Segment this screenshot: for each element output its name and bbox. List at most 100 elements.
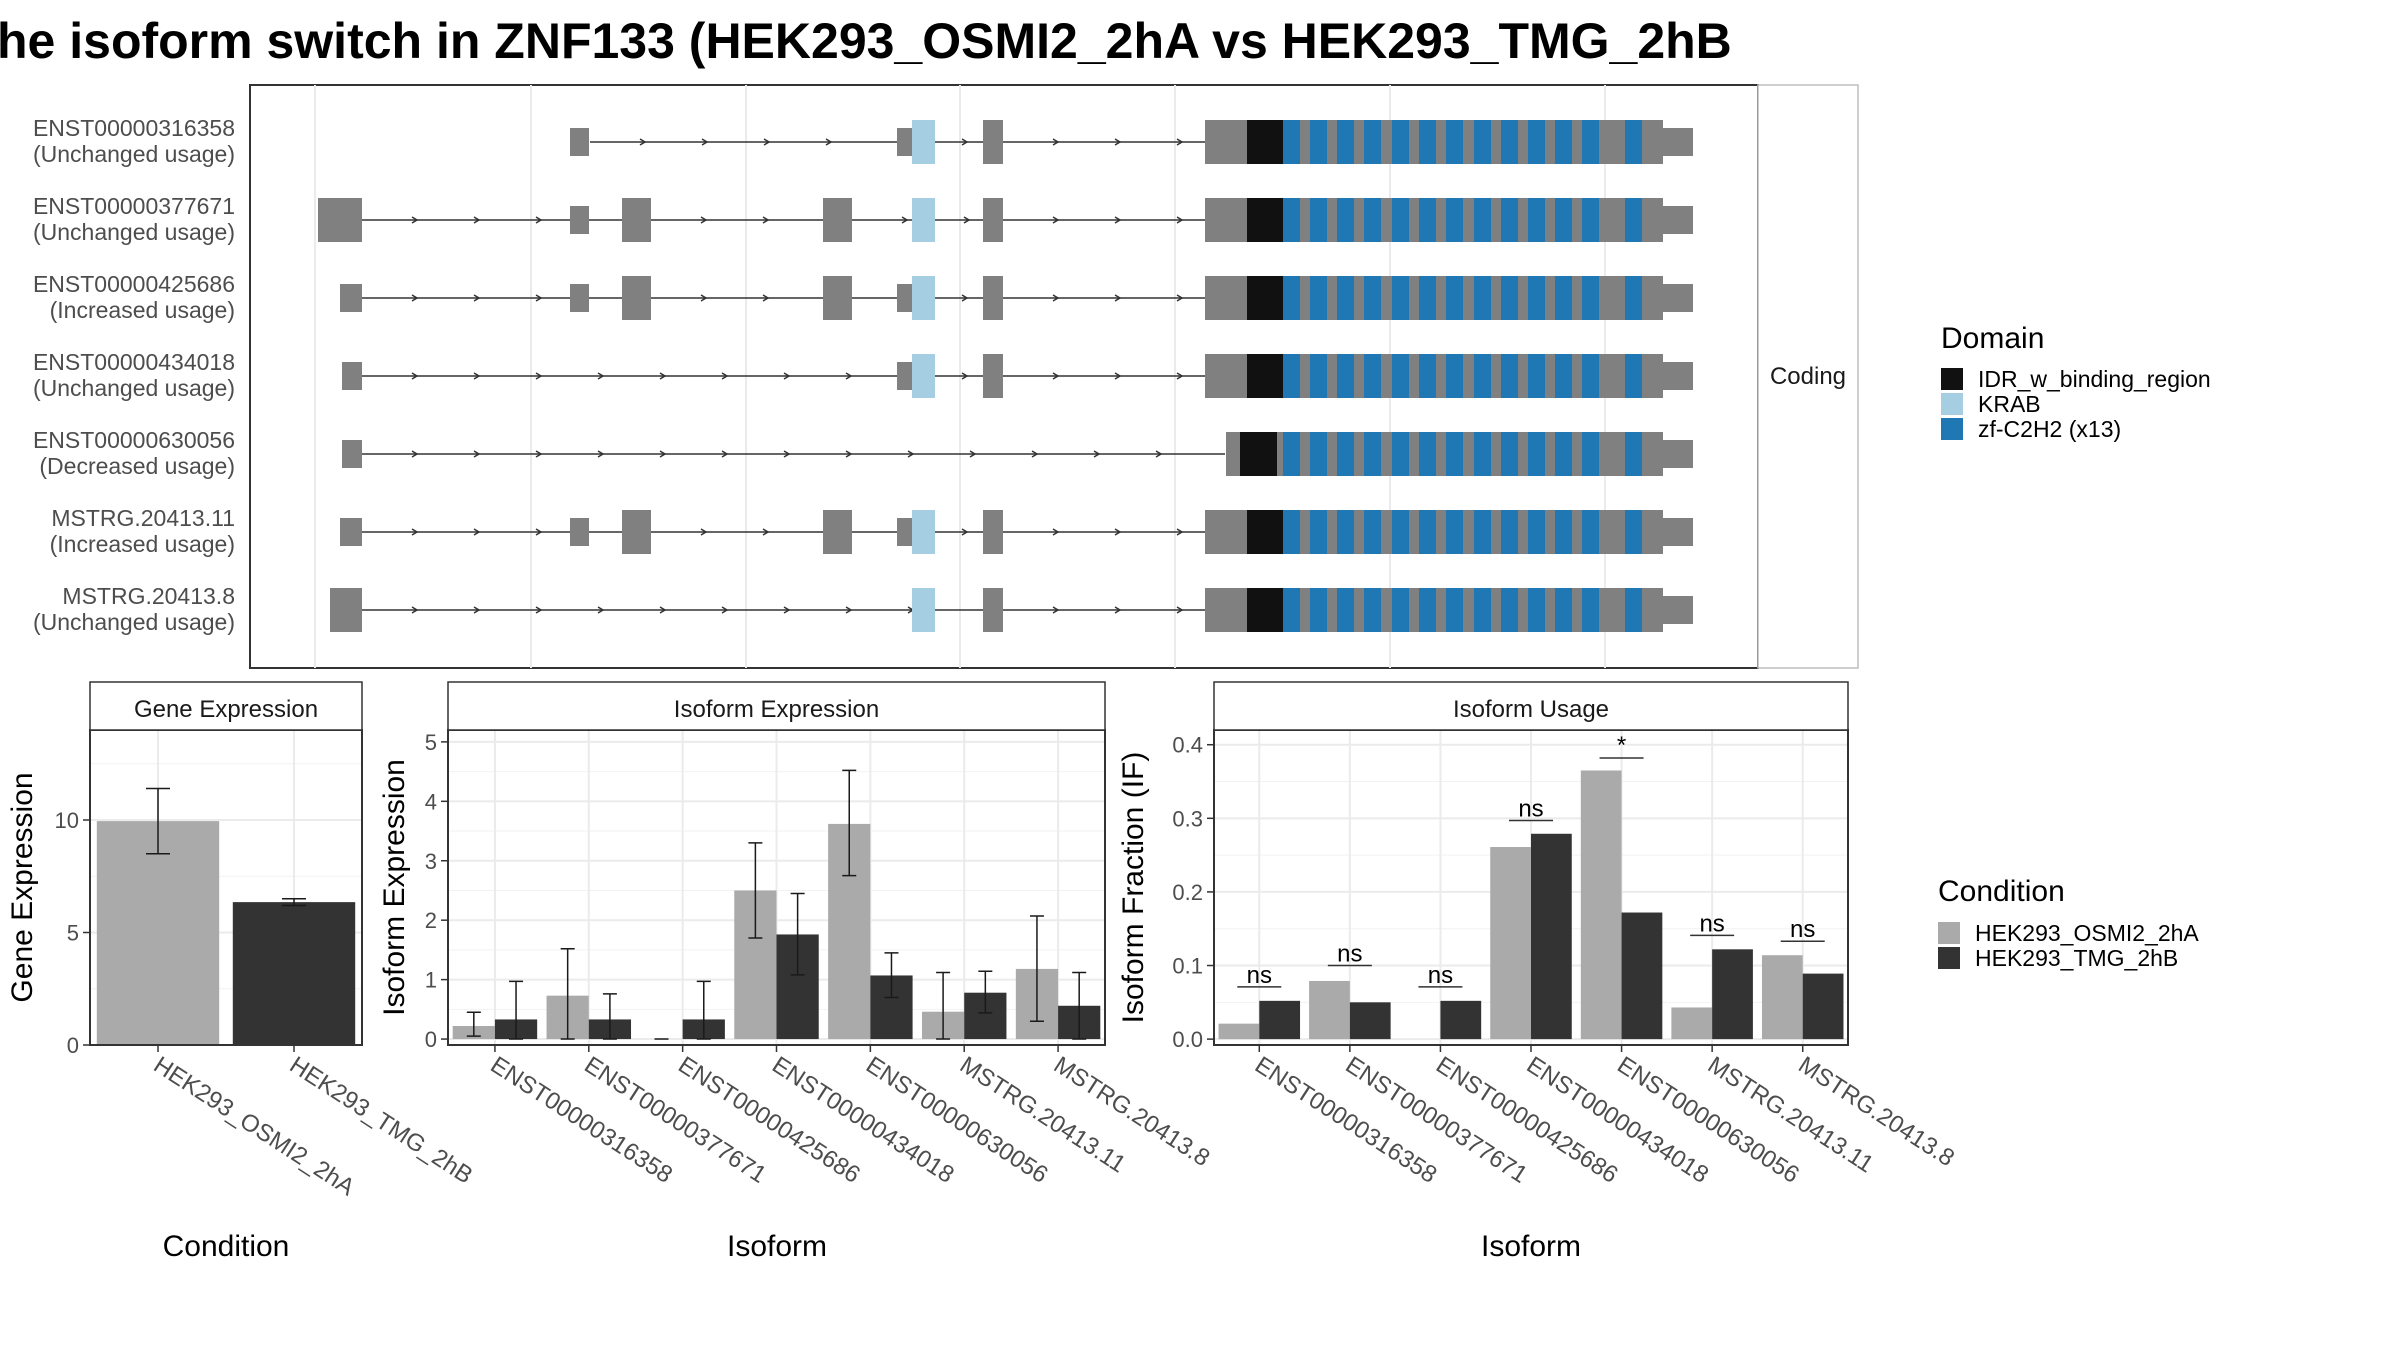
bar xyxy=(1490,847,1531,1040)
error-bar xyxy=(842,769,857,877)
significance-label: ns xyxy=(1790,916,1815,943)
zf-c2h2-domain xyxy=(1392,120,1409,164)
idr-domain xyxy=(1247,120,1284,164)
strand-arrow xyxy=(411,372,419,380)
significance-label: ns xyxy=(1699,910,1724,937)
strand-arrow xyxy=(411,450,419,458)
error-bar xyxy=(1072,971,1087,1040)
zf-c2h2-domain xyxy=(1310,588,1327,632)
strand-arrow xyxy=(597,450,605,458)
strand-arrow xyxy=(762,216,770,224)
zf-c2h2-domain xyxy=(1474,198,1491,242)
error-bar xyxy=(146,787,170,855)
strand-arrow xyxy=(845,606,853,614)
significance-label: ns xyxy=(1337,941,1362,968)
exon xyxy=(983,198,1003,242)
strand-arrow xyxy=(1052,294,1060,302)
zf-c2h2-domain xyxy=(1625,276,1642,320)
zf-c2h2-domain xyxy=(1501,588,1518,632)
strand-arrow xyxy=(1114,606,1122,614)
bar xyxy=(1309,980,1350,1040)
zf-c2h2-domain xyxy=(1625,588,1642,632)
zf-c2h2-domain xyxy=(1555,198,1572,242)
strand-arrow xyxy=(659,606,667,614)
x-axis-label: Condition xyxy=(163,1230,290,1263)
exon xyxy=(622,510,651,554)
utr-3prime xyxy=(1663,518,1693,546)
zf-c2h2-domain xyxy=(1283,432,1300,476)
transcript-label: ENST00000630056 (Decreased usage) xyxy=(33,427,235,479)
strand-arrow xyxy=(473,372,481,380)
strand-arrow xyxy=(783,450,791,458)
transcript-track xyxy=(342,432,1693,476)
zf-c2h2-domain xyxy=(1625,510,1642,554)
zf-c2h2-domain xyxy=(1337,120,1354,164)
domain-legend-label: zf-C2H2 (x13) xyxy=(1978,416,2121,442)
y-tick-label: 1 xyxy=(425,968,437,993)
strand-arrow xyxy=(1093,450,1101,458)
strand-arrow xyxy=(1176,606,1184,614)
zf-c2h2-domain xyxy=(1555,432,1572,476)
zf-c2h2-domain xyxy=(1364,276,1381,320)
zf-c2h2-domain xyxy=(1528,120,1545,164)
chart-title: Gene Expression xyxy=(134,696,318,723)
zf-c2h2-domain xyxy=(1528,510,1545,554)
exon xyxy=(897,284,912,312)
zf-c2h2-domain xyxy=(1582,354,1599,398)
y-tick-label: 0 xyxy=(67,1033,79,1058)
zf-c2h2-domain xyxy=(1419,276,1436,320)
transcript-track xyxy=(318,198,1693,242)
strand-arrow xyxy=(762,528,770,536)
strand-arrow xyxy=(701,138,709,146)
strand-arrow xyxy=(1176,528,1184,536)
zf-c2h2-domain xyxy=(1474,588,1491,632)
significance-label: * xyxy=(1617,732,1626,759)
transcript-id: MSTRG.20413.8 xyxy=(62,583,235,609)
strand-arrow xyxy=(1176,138,1184,146)
strand-arrow xyxy=(597,606,605,614)
transcript-label: ENST00000434018 (Unchanged usage) xyxy=(33,349,235,401)
zf-c2h2-domain xyxy=(1392,432,1409,476)
transcript-id: ENST00000316358 xyxy=(33,115,235,141)
chart-title: Isoform Expression xyxy=(674,696,879,723)
y-axis-label: Gene Expression xyxy=(6,772,39,1002)
zf-c2h2-domain xyxy=(1310,120,1327,164)
strand-arrow xyxy=(762,294,770,302)
figure-title: he isoform switch in ZNF133 (HEK293_OSMI… xyxy=(0,13,1732,69)
zf-c2h2-domain xyxy=(1582,432,1599,476)
zf-c2h2-domain xyxy=(1419,120,1436,164)
bar xyxy=(1802,973,1844,1040)
strand-arrow xyxy=(639,138,647,146)
zf-c2h2-domain xyxy=(1364,120,1381,164)
y-tick-label: 10 xyxy=(55,808,79,833)
error-bar xyxy=(602,993,617,1040)
exon xyxy=(983,354,1003,398)
error-bar xyxy=(560,947,575,1040)
zf-c2h2-domain xyxy=(1283,510,1300,554)
strand-arrow xyxy=(961,294,969,302)
zf-c2h2-domain xyxy=(1582,276,1599,320)
error-bar xyxy=(466,1011,481,1037)
y-tick-label: 0.0 xyxy=(1172,1027,1203,1052)
significance-label: ns xyxy=(1518,796,1543,823)
strand-arrow xyxy=(535,450,543,458)
strand-arrow xyxy=(411,294,419,302)
facet-strip-label: Coding xyxy=(1770,363,1846,390)
zf-c2h2-domain xyxy=(1555,120,1572,164)
zf-c2h2-domain xyxy=(1528,354,1545,398)
y-axis-label: Isoform Expression xyxy=(378,759,411,1016)
y-axis-label: Isoform Fraction (IF) xyxy=(1117,752,1150,1024)
exon xyxy=(823,198,852,242)
transcript-label: MSTRG.20413.8 (Unchanged usage) xyxy=(33,583,235,635)
condition-legend-key xyxy=(1938,947,1960,969)
domain-legend-key xyxy=(1941,418,1963,440)
transcript-id: ENST00000377671 xyxy=(33,193,235,219)
strand-arrow xyxy=(963,216,971,224)
domain-legend-label: KRAB xyxy=(1978,391,2041,417)
zf-c2h2-domain xyxy=(1446,432,1463,476)
strand-arrow xyxy=(1155,450,1163,458)
zf-c2h2-domain xyxy=(1501,276,1518,320)
facet-strip xyxy=(1213,681,1849,731)
condition-legend-key xyxy=(1938,922,1960,944)
